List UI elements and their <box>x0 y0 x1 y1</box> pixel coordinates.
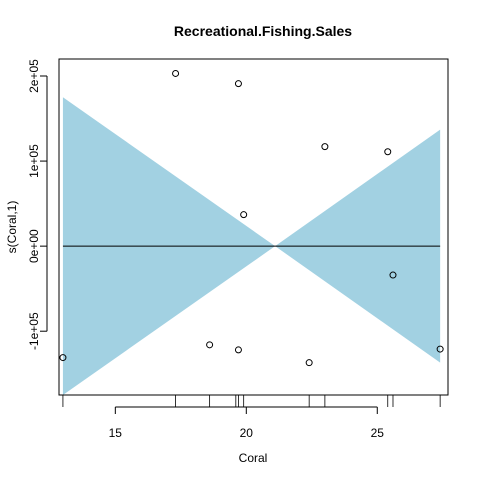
data-point <box>59 354 67 362</box>
y-axis-label: s(Coral,1) <box>5 201 19 254</box>
data-points-layer <box>59 69 444 367</box>
plot-frame <box>58 58 449 396</box>
chart-title: Recreational.Fishing.Sales <box>174 23 352 39</box>
x-tick-label: 15 <box>109 426 123 440</box>
x-tick-label: 25 <box>371 426 385 440</box>
data-point <box>240 211 248 219</box>
y-tick-label: 2e+05 <box>27 59 41 93</box>
x-axis: 15 20 25 <box>109 406 385 440</box>
y-axis: -1e+05 0e+00 1e+05 2e+05 <box>27 59 48 350</box>
data-point <box>305 359 313 367</box>
y-tick-label: 0e+00 <box>27 229 41 263</box>
data-point <box>234 80 242 88</box>
data-point <box>384 148 392 156</box>
data-point <box>436 345 444 353</box>
data-point <box>172 69 180 77</box>
data-point <box>206 341 214 349</box>
x-axis-label: Coral <box>239 451 268 465</box>
data-point <box>389 271 397 279</box>
data-point <box>234 346 242 354</box>
y-tick-label: 1e+05 <box>27 144 41 178</box>
data-point <box>321 143 329 151</box>
rug-layer <box>62 395 441 407</box>
y-tick-label: -1e+05 <box>27 312 41 350</box>
x-tick-label: 20 <box>240 426 254 440</box>
